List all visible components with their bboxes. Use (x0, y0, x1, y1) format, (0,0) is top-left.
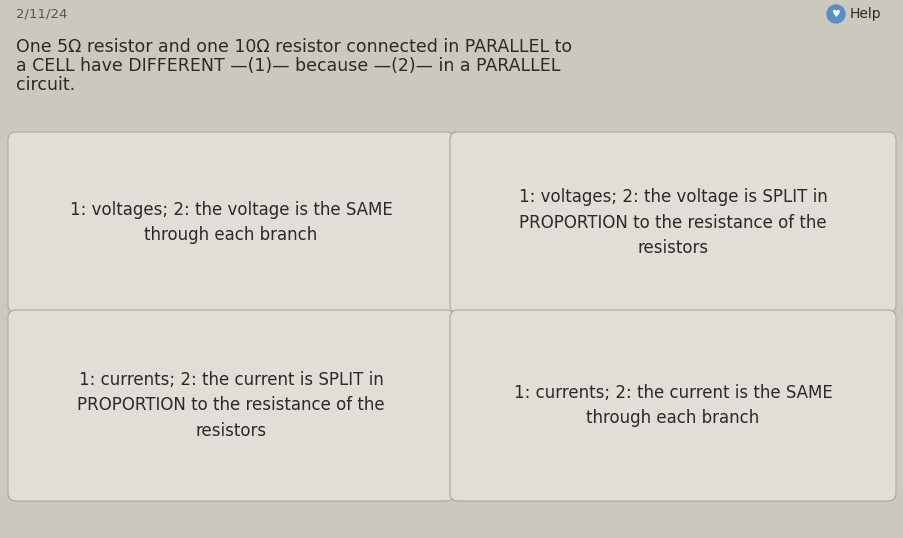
Text: 1: voltages; 2: the voltage is the SAME
through each branch: 1: voltages; 2: the voltage is the SAME … (70, 201, 392, 244)
Text: One 5Ω resistor and one 10Ω resistor connected in PARALLEL to: One 5Ω resistor and one 10Ω resistor con… (16, 38, 572, 56)
Text: 1: voltages; 2: the voltage is SPLIT in
PROPORTION to the resistance of the
resi: 1: voltages; 2: the voltage is SPLIT in … (518, 188, 826, 257)
Text: 1: currents; 2: the current is the SAME
through each branch: 1: currents; 2: the current is the SAME … (513, 384, 832, 427)
FancyBboxPatch shape (450, 310, 895, 501)
Text: 1: currents; 2: the current is SPLIT in
PROPORTION to the resistance of the
resi: 1: currents; 2: the current is SPLIT in … (77, 371, 385, 440)
Circle shape (826, 5, 844, 23)
FancyBboxPatch shape (450, 132, 895, 313)
Text: 2/11/24: 2/11/24 (16, 8, 68, 20)
FancyBboxPatch shape (8, 132, 453, 313)
Text: ♥: ♥ (831, 9, 840, 19)
Text: circuit.: circuit. (16, 76, 75, 94)
FancyBboxPatch shape (8, 310, 453, 501)
Text: Help: Help (849, 7, 880, 21)
Text: a CELL have DIFFERENT —(1)— because —(2)— in a PARALLEL: a CELL have DIFFERENT —(1)— because —(2)… (16, 57, 560, 75)
